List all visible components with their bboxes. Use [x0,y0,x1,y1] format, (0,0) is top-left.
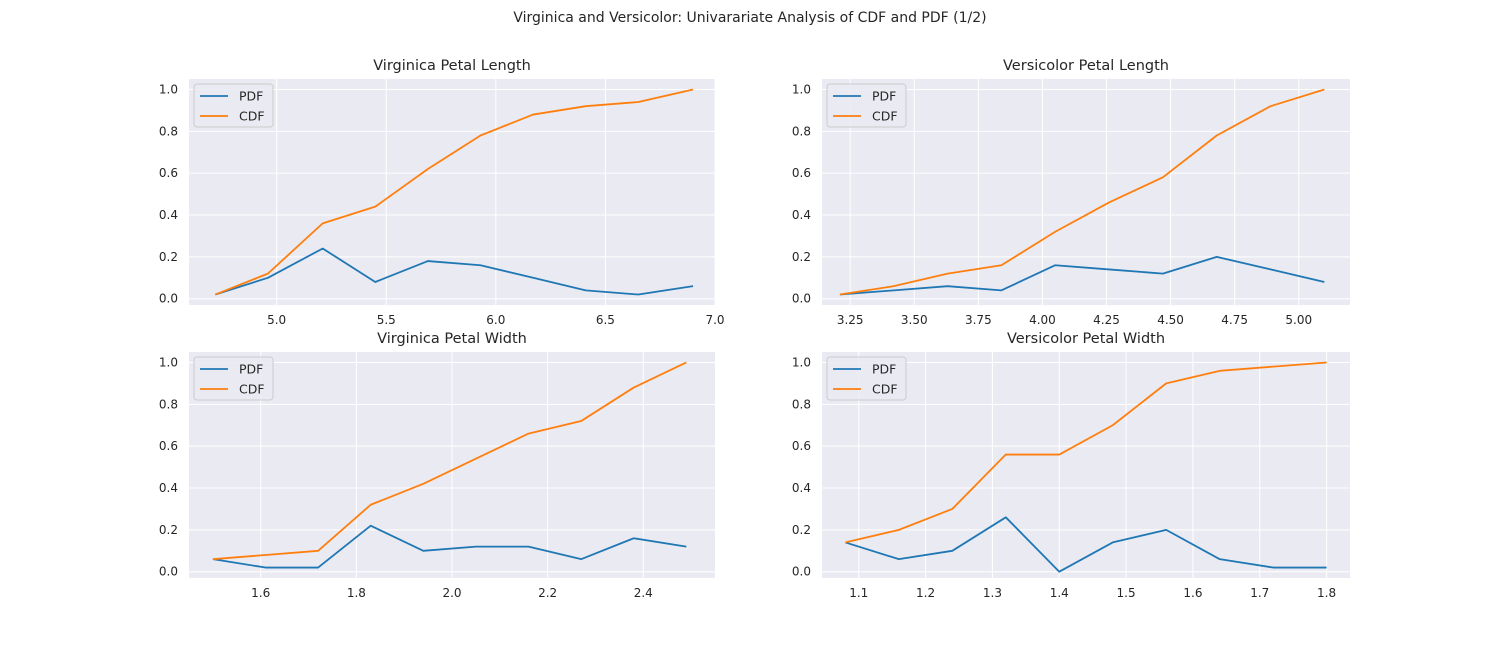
cdf-series-line [214,88,694,296]
legend-label-cdf: CDF [872,382,898,397]
legend-label-pdf: PDF [239,89,263,104]
x-tick-label: 2.2 [538,586,557,600]
pdf-series-line [215,247,694,296]
legend-label-pdf: PDF [872,89,896,104]
legend: PDF CDF [193,83,274,128]
y-tick-label: 0.8 [159,124,178,138]
subplot-title: Versicolor Petal Width [1007,331,1165,347]
pdf-series-line [839,255,1325,296]
y-tick-label: 1.0 [159,355,178,369]
y-tick-label: 0.8 [159,397,178,411]
y-tick-label: 0.4 [159,208,178,222]
x-tick-label: 1.5 [1117,586,1136,600]
y-tick-label: 0.8 [792,397,811,411]
y-tick-label: 0.0 [792,292,811,306]
legend: PDF CDF [193,356,274,401]
subplot-4: 1.1 1.2 1.3 1.4 1.5 1.6 1.7 1.8 0.0 0.2 0.4 0.6 0.8 1… [792,331,1350,600]
y-tick-label: 0.2 [159,250,178,264]
legend-label-cdf: CDF [239,382,265,397]
subplot-title: Virginica Petal Width [377,331,527,347]
x-tick-label: 1.1 [849,586,868,600]
figure-title: Virginica and Versicolor: Univarariate A… [513,10,987,26]
legend-label-cdf: CDF [239,109,265,124]
x-tick-label: 3.25 [837,313,864,327]
legend-label-cdf: CDF [872,109,898,124]
subplots-container: 5.0 5.5 6.0 6.5 7.0 0.0 0.2 0.4 0.6 0.8 1.0 Virgini… [159,58,1350,600]
y-tick-label: 0.4 [792,208,811,222]
x-tick-label: 5.5 [377,313,396,327]
x-tick-label: 3.50 [901,313,928,327]
x-tick-label: 1.7 [1250,586,1269,600]
x-tick-label: 2.4 [634,586,653,600]
plot-area [822,352,1350,578]
x-tick-label: 1.3 [983,586,1002,600]
x-tick-label: 4.75 [1221,313,1248,327]
y-tick-label: 0.8 [792,124,811,138]
x-tick-label: 1.8 [1317,586,1336,600]
x-tick-label: 1.6 [251,586,270,600]
cdf-series-line [212,361,687,561]
pdf-series-line [212,524,687,569]
y-tick-label: 0.4 [792,481,811,495]
subplot-3: 1.6 1.8 2.0 2.2 2.4 0.0 0.2 0.4 0.6 0.8 1.0 Virgini… [159,331,715,600]
cdf-series-line [845,361,1327,544]
y-tick-label: 0.6 [792,166,811,180]
x-tick-label: 4.50 [1157,313,1184,327]
y-tick-label: 0.6 [159,439,178,453]
y-tick-label: 0.6 [159,166,178,180]
y-tick-label: 1.0 [792,82,811,96]
legend: PDF CDF [826,83,907,128]
x-tick-label: 5.0 [267,313,286,327]
subplot-title: Versicolor Petal Length [1003,58,1169,74]
legend-label-pdf: PDF [239,362,263,377]
y-tick-label: 1.0 [792,355,811,369]
legend-label-pdf: PDF [872,362,896,377]
x-tick-label: 2.0 [442,586,461,600]
x-tick-label: 6.5 [596,313,615,327]
x-tick-label: 1.6 [1183,586,1202,600]
x-tick-label: 1.4 [1050,586,1069,600]
y-tick-label: 0.2 [792,250,811,264]
pdf-series-line [845,516,1327,573]
subplot-1: 5.0 5.5 6.0 6.5 7.0 0.0 0.2 0.4 0.6 0.8 1.0 Virgini… [159,58,725,327]
y-tick-label: 1.0 [159,82,178,96]
y-tick-label: 0.0 [159,292,178,306]
x-tick-label: 6.0 [486,313,505,327]
subplot-2: 3.25 3.50 3.75 4.00 4.25 4.50 4.75 5.00 0.0 0.2 0.… [792,58,1350,327]
y-tick-label: 0.4 [159,481,178,495]
x-tick-label: 4.00 [1029,313,1056,327]
x-tick-label: 1.2 [916,586,935,600]
subplot-title: Virginica Petal Length [373,58,531,74]
x-tick-label: 1.8 [347,586,366,600]
y-tick-label: 0.2 [159,523,178,537]
cdf-series-line [839,88,1325,296]
y-tick-label: 0.6 [792,439,811,453]
x-tick-label: 3.75 [965,313,992,327]
x-tick-label: 7.0 [705,313,724,327]
legend: PDF CDF [826,356,907,401]
y-tick-label: 0.0 [159,565,178,579]
x-tick-label: 5.00 [1285,313,1312,327]
y-tick-label: 0.2 [792,523,811,537]
y-tick-label: 0.0 [792,565,811,579]
x-tick-label: 4.25 [1093,313,1120,327]
